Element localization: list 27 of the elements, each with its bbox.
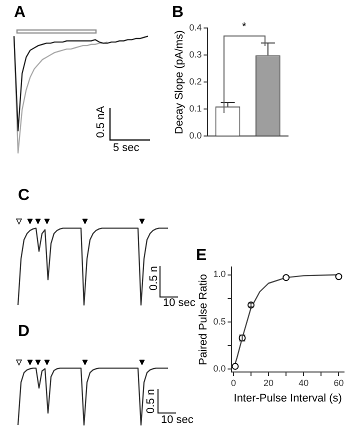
y-tick-label: 0.0 <box>213 364 226 374</box>
y-axis-title: Decay Slope (pA/ms) <box>174 30 186 134</box>
annotation: 10 sec <box>163 297 196 309</box>
y-axis-title: Paired Pulse Ratio <box>198 274 210 366</box>
annotation: 0.5 n <box>145 389 157 414</box>
chart-title: D <box>18 323 30 340</box>
y-tick-label: 0.2 <box>189 76 202 87</box>
y-tick-label: 0.1 <box>189 104 202 114</box>
y-tick-label: 0.0 <box>189 130 202 141</box>
chart-title: B <box>172 4 184 22</box>
annotation: 0.5 nA <box>95 106 107 138</box>
chart-title: C <box>18 187 30 204</box>
x-axis-title: Inter-Pulse Interval (s) <box>234 392 342 404</box>
x-tick-label: 40 <box>298 378 309 388</box>
annotation: 0.5 n <box>148 266 160 290</box>
chart-title: A <box>14 4 26 22</box>
x-tick-label: 0 <box>230 378 236 388</box>
y-tick-label: 0.5 <box>213 316 226 326</box>
x-tick-label: 60 <box>334 378 344 388</box>
chart-title: E <box>196 247 207 264</box>
y-tick-label: 1.0 <box>213 269 226 280</box>
y-tick-label: 0.4 <box>189 22 202 33</box>
x-tick-label: 20 <box>264 378 274 388</box>
y-tick-label: 0.3 <box>189 50 202 60</box>
annotation: 5 sec <box>113 142 140 154</box>
annotation: * <box>242 21 246 33</box>
annotation: 10 sec <box>161 414 194 426</box>
